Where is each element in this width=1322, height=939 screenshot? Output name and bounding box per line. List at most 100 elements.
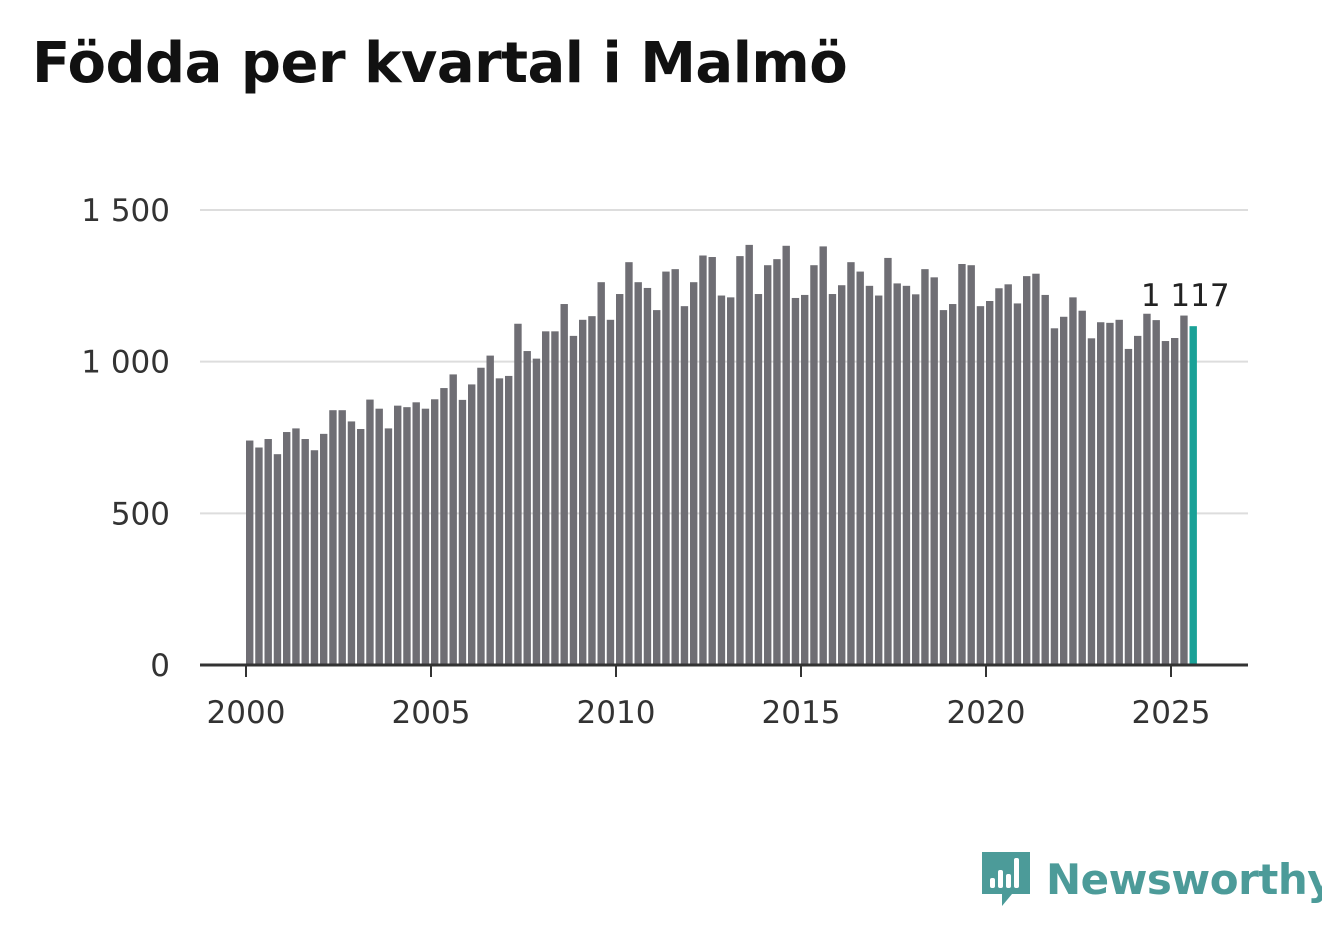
bar bbox=[616, 294, 624, 665]
bar bbox=[1106, 322, 1114, 665]
bars bbox=[246, 244, 1197, 665]
x-tick-label: 2000 bbox=[207, 695, 286, 731]
bar bbox=[1115, 319, 1123, 665]
brand-name: Newsworthy bbox=[1046, 854, 1322, 904]
bar bbox=[505, 375, 513, 665]
bar bbox=[995, 288, 1003, 665]
bar bbox=[643, 287, 652, 665]
bar bbox=[930, 277, 938, 665]
y-tick-label: 1 000 bbox=[81, 345, 170, 381]
bar bbox=[551, 331, 559, 665]
bar bbox=[486, 355, 494, 665]
bar bbox=[819, 246, 827, 665]
bar bbox=[736, 256, 744, 665]
bar bbox=[921, 269, 929, 665]
x-axis-ticks bbox=[245, 665, 1172, 677]
last-value-label: 1 117 bbox=[1141, 278, 1230, 314]
bar-highlight bbox=[1189, 326, 1197, 665]
bar bbox=[375, 408, 383, 665]
bar bbox=[764, 265, 772, 665]
bar bbox=[967, 265, 975, 665]
bar bbox=[1050, 328, 1059, 665]
bar bbox=[264, 439, 272, 665]
bar bbox=[1032, 273, 1040, 665]
bar bbox=[1180, 315, 1188, 665]
bar bbox=[958, 263, 966, 665]
bar bbox=[477, 367, 485, 665]
bar bbox=[902, 285, 911, 665]
bar bbox=[986, 301, 994, 665]
bar bbox=[310, 450, 319, 665]
page-title: Födda per kvartal i Malmö bbox=[32, 31, 848, 96]
bar bbox=[384, 428, 393, 665]
bar bbox=[421, 408, 430, 665]
bar bbox=[976, 306, 985, 665]
bar bbox=[1078, 310, 1086, 665]
bar bbox=[329, 410, 337, 665]
bar bbox=[458, 399, 467, 665]
bar bbox=[1060, 316, 1068, 665]
x-tick-label: 2005 bbox=[392, 695, 471, 731]
x-tick-label: 2025 bbox=[1132, 695, 1211, 731]
bar bbox=[1134, 335, 1142, 665]
bar bbox=[440, 388, 448, 665]
bar bbox=[912, 294, 920, 665]
bar bbox=[1023, 276, 1031, 665]
bar bbox=[1143, 313, 1151, 665]
bar bbox=[357, 429, 365, 665]
bar bbox=[366, 399, 374, 665]
bar bbox=[283, 432, 291, 665]
bar bbox=[246, 440, 254, 665]
bar bbox=[1161, 341, 1170, 665]
bar bbox=[727, 297, 735, 665]
y-axis-labels: 0 500 1 000 1 500 bbox=[81, 193, 170, 684]
bar bbox=[273, 454, 282, 665]
bar bbox=[838, 285, 846, 665]
bar bbox=[680, 306, 689, 665]
bar bbox=[893, 283, 901, 665]
bar bbox=[884, 257, 892, 665]
bar bbox=[671, 269, 679, 665]
bar bbox=[542, 331, 550, 665]
y-tick-label: 0 bbox=[150, 648, 170, 684]
x-axis-labels: 2000 2005 2010 2015 2020 2025 bbox=[207, 695, 1211, 731]
bar bbox=[495, 378, 504, 665]
bar bbox=[523, 351, 531, 665]
bar bbox=[1041, 294, 1049, 665]
bar bbox=[468, 384, 476, 665]
x-tick-label: 2015 bbox=[762, 695, 841, 731]
bar bbox=[847, 262, 855, 665]
bar bbox=[754, 294, 763, 665]
bar bbox=[569, 335, 578, 665]
bar bbox=[865, 285, 874, 665]
bar bbox=[579, 319, 587, 665]
bar bbox=[449, 374, 457, 665]
bar bbox=[745, 244, 753, 665]
bar bbox=[662, 271, 670, 665]
y-tick-label: 500 bbox=[111, 496, 170, 532]
bar bbox=[338, 410, 346, 665]
bar bbox=[875, 295, 883, 665]
x-tick-label: 2020 bbox=[947, 695, 1026, 731]
bar bbox=[810, 265, 818, 665]
bar bbox=[828, 294, 837, 665]
bar bbox=[708, 257, 716, 665]
bar bbox=[856, 271, 864, 665]
bar bbox=[532, 358, 541, 665]
x-tick-label: 2010 bbox=[577, 695, 656, 731]
bar bbox=[634, 282, 642, 665]
bar bbox=[403, 407, 411, 665]
bar bbox=[292, 428, 300, 665]
bar bbox=[1087, 338, 1096, 665]
bar bbox=[782, 245, 790, 665]
bar bbox=[1097, 322, 1105, 665]
bar bbox=[1004, 284, 1012, 665]
newsworthy-brand[interactable]: Newsworthy bbox=[980, 848, 1322, 910]
bar bbox=[412, 402, 420, 665]
bar bbox=[394, 405, 402, 665]
bar bbox=[301, 439, 309, 665]
bar bbox=[1124, 348, 1133, 665]
bar bbox=[791, 297, 800, 665]
newsworthy-logo-icon bbox=[980, 848, 1032, 910]
bar bbox=[699, 255, 707, 665]
